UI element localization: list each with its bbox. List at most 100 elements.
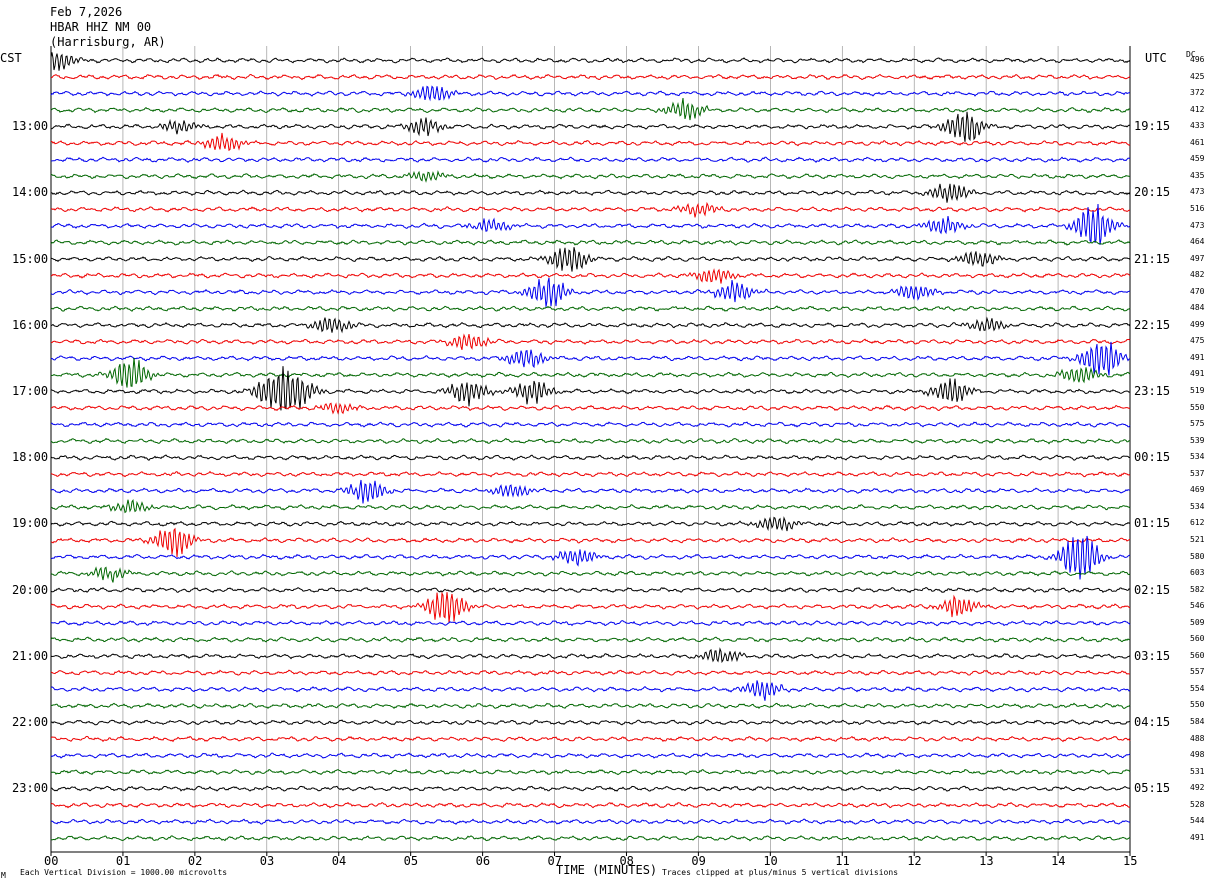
left-hour-label: 19:00	[12, 516, 49, 531]
header-station: HBAR HHZ NM 00	[50, 20, 152, 34]
trace-row-5	[50, 132, 1131, 152]
trace-row-22	[50, 421, 1131, 428]
trace-row-47	[50, 835, 1131, 842]
left-hour-label: 16:00	[12, 317, 49, 332]
x-tick-label: 10	[763, 854, 778, 868]
x-tick-label: 01	[115, 854, 131, 868]
dc-offset-label: 459	[1190, 154, 1205, 164]
dc-offset-label: 482	[1190, 270, 1205, 280]
trace-row-42	[50, 752, 1131, 759]
x-tick-label: 07	[547, 854, 562, 868]
dc-offset-label: 550	[1190, 700, 1205, 710]
right-hour-label: 01:15	[1134, 516, 1171, 531]
dc-offset-label: 470	[1190, 286, 1205, 296]
right-hour-label: 05:15	[1134, 781, 1171, 796]
trace-row-13	[50, 268, 1131, 284]
dc-offset-label: 475	[1190, 336, 1205, 346]
x-tick-label: 08	[619, 854, 634, 868]
trace-row-38	[50, 680, 1131, 701]
dc-offset-label: 491	[1190, 352, 1205, 362]
dc-offset-label: 491	[1190, 832, 1205, 842]
dc-offset-label: 584	[1190, 717, 1205, 726]
right-hour-label: 00:15	[1134, 450, 1171, 465]
left-timezone-label: CST	[0, 51, 22, 65]
trace-row-9	[50, 201, 1131, 218]
clip-note: Traces clipped at plus/minus 5 vertical …	[662, 868, 899, 877]
scale-note: Each Vertical Division = 1000.00 microvo…	[20, 868, 228, 877]
trace-row-25	[50, 470, 1131, 478]
trace-row-18	[50, 341, 1131, 376]
trace-row-12	[50, 247, 1131, 272]
left-hour-label: 23:00	[12, 781, 49, 796]
x-tick-label: 00	[44, 854, 59, 868]
x-tick-label: 14	[1051, 854, 1066, 868]
dc-offset-label: 464	[1190, 237, 1205, 247]
dc-offset-label: 473	[1190, 220, 1205, 230]
dc-offset-label: 496	[1190, 55, 1205, 64]
trace-row-15	[50, 305, 1131, 312]
trace-row-10	[50, 203, 1131, 245]
x-tick-label: 03	[259, 854, 275, 868]
trace-row-17	[50, 333, 1131, 350]
trace-row-29	[50, 527, 1131, 558]
dc-offset-label: 484	[1190, 303, 1205, 313]
dc-offset-label: 528	[1190, 799, 1205, 809]
trace-row-8	[50, 183, 1131, 203]
dc-offset-label: 560	[1190, 650, 1205, 660]
x-tick-label: 13	[979, 854, 994, 868]
dc-offset-label: 498	[1190, 750, 1205, 760]
dc-offset-label: 435	[1190, 170, 1205, 180]
dc-offset-label: 575	[1190, 419, 1205, 429]
x-tick-label: 05	[403, 854, 419, 868]
x-tick-label: 04	[331, 854, 347, 868]
trace-row-2	[50, 85, 1131, 102]
header-date: Feb 7,2026	[50, 5, 123, 19]
trace-row-20	[50, 366, 1131, 411]
trace-row-44	[50, 785, 1131, 792]
trace-row-16	[50, 316, 1131, 334]
dc-offset-label: 612	[1190, 518, 1205, 528]
left-hour-label: 13:00	[12, 119, 49, 134]
right-hour-label: 22:15	[1134, 317, 1171, 332]
x-tick-label: 09	[691, 854, 706, 868]
trace-row-33	[50, 591, 1131, 623]
left-hour-label: 18:00	[12, 450, 49, 465]
x-tick-label: 15	[1123, 854, 1138, 868]
dc-offset-label: 491	[1190, 369, 1205, 379]
dc-offset-label: 582	[1190, 584, 1205, 594]
trace-row-24	[50, 454, 1130, 461]
x-tick-marks	[50, 852, 1131, 856]
dc-offset-label: 550	[1190, 402, 1205, 412]
right-hour-label: 19:15	[1134, 119, 1171, 134]
trace-row-31	[50, 566, 1131, 583]
dc-offset-label: 519	[1190, 386, 1205, 395]
x-tick-label: 02	[187, 854, 203, 868]
trace-row-37	[50, 669, 1131, 677]
right-hour-label: 20:15	[1134, 185, 1171, 200]
dc-header-label: DC	[1186, 50, 1196, 59]
trace-row-43	[50, 768, 1131, 776]
left-hour-label: 17:00	[12, 384, 49, 398]
trace-row-27	[50, 498, 1131, 514]
dc-offset-label: 492	[1190, 783, 1205, 793]
left-hour-label: 20:00	[12, 582, 49, 597]
trace-row-26	[50, 479, 1131, 504]
trace-row-28	[50, 516, 1131, 532]
dc-offset-label: 580	[1190, 551, 1205, 561]
trace-row-35	[50, 636, 1131, 643]
trace-row-46	[50, 818, 1131, 825]
dc-offset-label: 469	[1190, 485, 1205, 495]
x-tick-label: 11	[835, 854, 850, 868]
dc-offset-label: 497	[1190, 253, 1205, 263]
dc-offset-label: 461	[1190, 137, 1205, 147]
dc-offset-label: 554	[1190, 683, 1205, 693]
trace-row-3	[50, 98, 1131, 121]
dc-offset-label: 488	[1190, 733, 1205, 743]
left-hour-label: 21:00	[12, 648, 49, 663]
trace-row-21	[51, 402, 1131, 415]
trace-row-11	[50, 239, 1131, 246]
header-location: (Harrisburg, AR)	[50, 35, 166, 49]
dc-offset-label: 509	[1190, 617, 1205, 627]
dc-offset-label: 521	[1190, 534, 1205, 544]
dc-offset-label: 412	[1190, 104, 1205, 114]
